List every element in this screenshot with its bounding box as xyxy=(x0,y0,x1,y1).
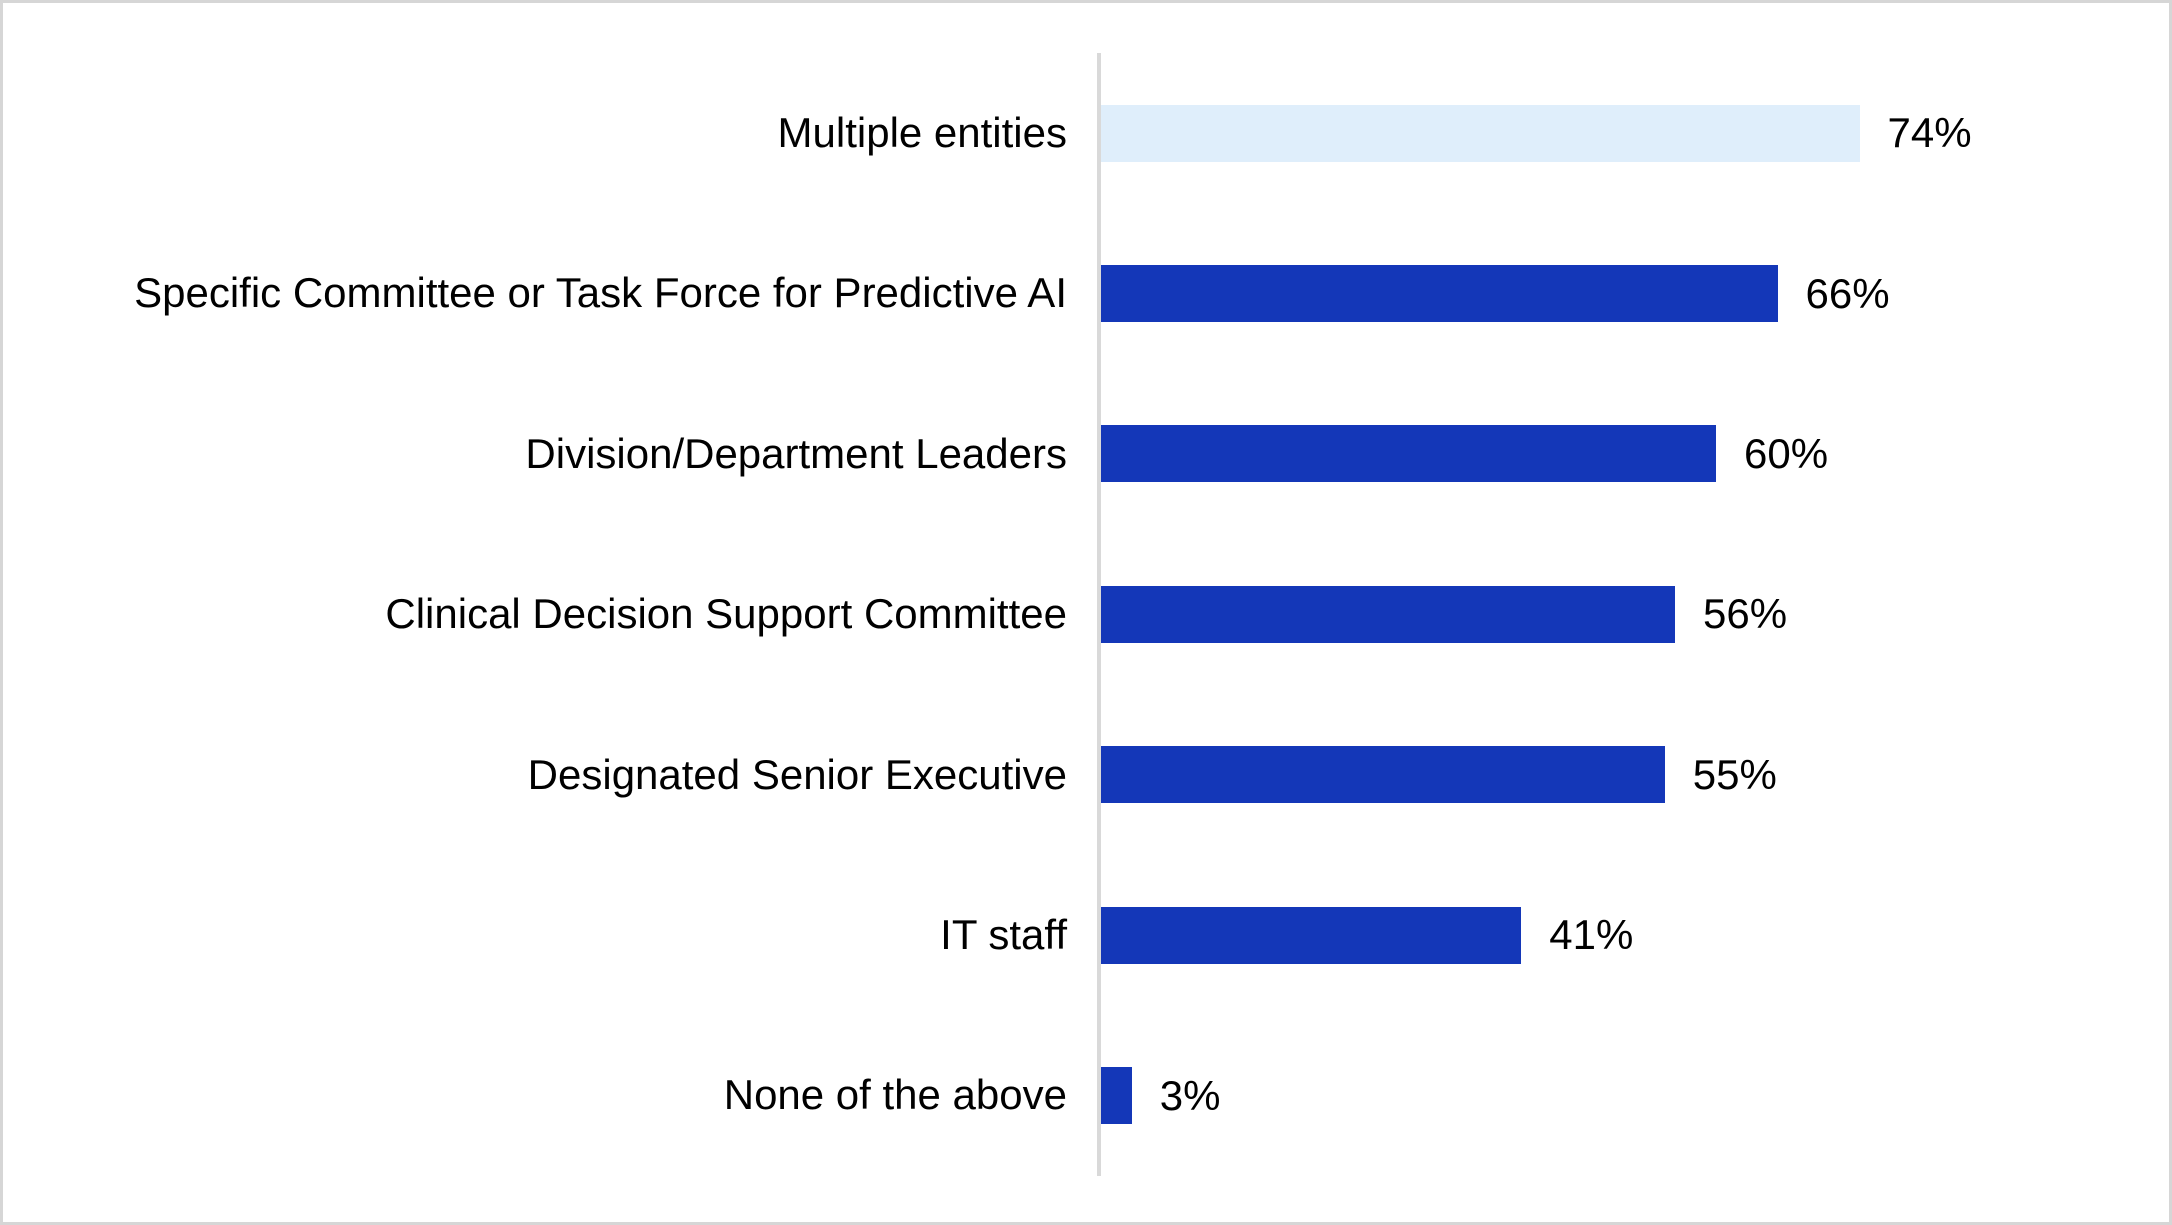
bar xyxy=(1101,265,1778,323)
chart-row: Division/Department Leaders 60% xyxy=(3,374,2169,534)
bar-track: 55% xyxy=(1101,746,2169,804)
value-label: 74% xyxy=(1887,109,1972,157)
chart-row: Designated Senior Executive 55% xyxy=(3,695,2169,855)
bar xyxy=(1101,906,1522,964)
chart-row: None of the above 3% xyxy=(3,1015,2169,1175)
bar-track: 3% xyxy=(1101,1067,2169,1125)
bar-track: 56% xyxy=(1101,585,2169,643)
bar-track: 41% xyxy=(1101,906,2169,964)
bar xyxy=(1101,585,1675,643)
value-label: 60% xyxy=(1744,429,1829,477)
bar xyxy=(1101,104,1860,162)
value-label: 3% xyxy=(1159,1071,1221,1119)
category-label: None of the above xyxy=(723,1071,1067,1119)
category-axis-line xyxy=(1097,53,1101,1176)
bar xyxy=(1101,1067,1132,1125)
value-label: 66% xyxy=(1805,269,1890,317)
value-label: 41% xyxy=(1549,911,1634,959)
chart-row: Clinical Decision Support Committee 56% xyxy=(3,534,2169,694)
bar-chart: Multiple entities 74% Specific Committee o… xyxy=(3,53,2169,1176)
chart-row: IT staff 41% xyxy=(3,855,2169,1015)
chart-row: Specific Committee or Task Force for Pre… xyxy=(3,213,2169,373)
category-label: IT staff xyxy=(940,911,1067,958)
category-label: Multiple entities xyxy=(777,109,1067,157)
bar xyxy=(1101,425,1716,483)
bar-track: 74% xyxy=(1101,104,2169,162)
bar xyxy=(1101,746,1665,804)
category-label: Clinical Decision Support Committee xyxy=(385,590,1067,638)
category-label: Specific Committee or Task Force for Pre… xyxy=(134,269,1067,317)
value-label: 55% xyxy=(1692,750,1777,798)
category-label: Division/Department Leaders xyxy=(525,429,1067,477)
category-label: Designated Senior Executive xyxy=(527,750,1067,798)
bar-track: 60% xyxy=(1101,425,2169,483)
chart-row: Multiple entities 74% xyxy=(3,53,2169,213)
value-label: 56% xyxy=(1703,590,1788,638)
bar-track: 66% xyxy=(1101,265,2169,323)
